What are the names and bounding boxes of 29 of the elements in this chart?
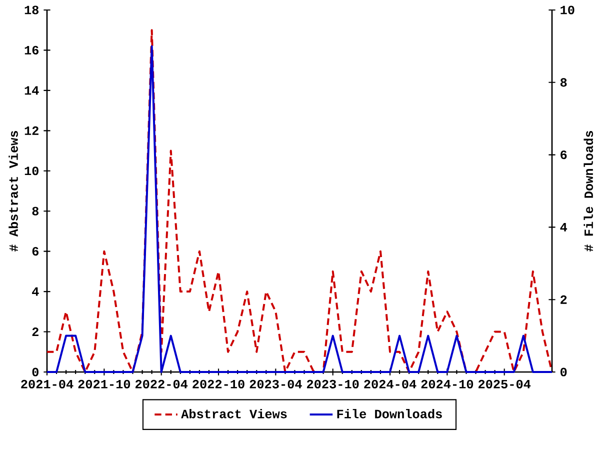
legend-label: Abstract Views: [181, 409, 287, 418]
y-tick-label: 18: [24, 6, 39, 14]
y-tick-label: 14: [24, 86, 39, 95]
y-tick-label: 4: [32, 287, 39, 296]
y-tick-label: 2: [32, 328, 38, 336]
y2-tick-label: 2: [560, 295, 567, 304]
y2-tick-label: 4: [560, 223, 568, 232]
x-tick-label: 2023-10: [306, 380, 359, 388]
y-tick-label: 12: [24, 126, 38, 135]
y2-tick-label: 8: [560, 78, 567, 87]
x-tick-label: 2021-04: [21, 380, 74, 388]
y2-tick-label: 10: [560, 6, 574, 14]
x-tick-label: 2025-04: [478, 380, 531, 388]
x-tick-label: 2023-04: [250, 380, 302, 388]
x-tick-label: 2021-10: [78, 380, 130, 388]
y2-axis-title: # File Downloads: [584, 130, 594, 252]
y2-tick-label: 6: [560, 150, 567, 160]
x-tick-label: 2022-10: [192, 380, 244, 388]
y-tick-label: 10: [24, 166, 38, 176]
y-tick-label: 0: [32, 368, 38, 376]
y2-tick-label: 0: [560, 368, 567, 376]
legend-label: File Downloads: [337, 409, 442, 418]
x-tick-label: 2024-10: [421, 380, 474, 388]
y-tick-label: 6: [32, 247, 38, 256]
x-tick-label: 2022-04: [135, 380, 188, 388]
y-tick-label: 8: [32, 206, 39, 216]
x-tick-label: 2024-04: [364, 380, 416, 388]
y-axis-title: # Abstract Views: [8, 130, 18, 252]
y-tick-label: 16: [24, 46, 38, 55]
